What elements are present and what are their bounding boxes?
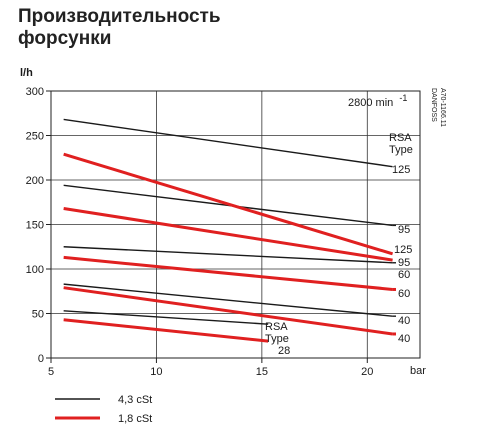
series-line <box>63 318 269 343</box>
chart-title: Производительность форсунки <box>18 6 318 50</box>
series-line <box>63 246 393 264</box>
speed-exponent: -1 <box>399 93 407 103</box>
x-tick-label: 10 <box>150 366 162 378</box>
series-line <box>63 118 393 168</box>
title-line-2: форсунки <box>18 28 112 49</box>
y-tick-label: 250 <box>26 131 44 143</box>
axes: 0 50 100 150 200 250 300 5 10 15 20 <box>26 86 421 378</box>
x-tick-label: 5 <box>48 366 54 378</box>
series-line <box>63 206 393 262</box>
title-line-1: Производительность <box>18 6 221 27</box>
rsa-bottom-word: RSA <box>265 321 288 333</box>
x-tick-label: 15 <box>256 366 268 378</box>
rsa-top-type-word: Type <box>389 144 413 156</box>
x-tick-label: 20 <box>361 366 373 378</box>
plot-frame <box>50 90 421 359</box>
speed-label: 2800 min -1 <box>348 93 407 109</box>
side-code-2: A70-1166.11 <box>439 88 446 127</box>
series-line <box>63 310 269 325</box>
rsa-top-word: RSA <box>389 132 412 144</box>
y-tick-label: 150 <box>26 220 44 232</box>
legend-label-1-8-cst: 1,8 cSt <box>118 413 152 425</box>
line-label: 40 <box>398 315 410 327</box>
legend-label-4-3-cst: 4,3 cSt <box>118 394 152 406</box>
line-label: 125 <box>394 244 412 256</box>
line-label: 95 <box>398 224 410 236</box>
side-code-1: DANFOSS <box>430 88 437 122</box>
y-tick-label: 100 <box>26 264 44 276</box>
x-axis-label: bar <box>410 365 426 377</box>
y-axis-label: l/h <box>20 67 33 79</box>
speed-value: 2800 min <box>348 97 393 109</box>
line-label: 125 <box>392 164 410 176</box>
line-label: 95 <box>398 257 410 269</box>
rsa-bottom-type-word: Type <box>265 333 289 345</box>
series-line <box>63 152 394 256</box>
series-line <box>63 283 393 317</box>
line-label: 60 <box>398 288 410 300</box>
y-tick-label: 0 <box>38 353 44 365</box>
series-line <box>63 255 393 291</box>
series-line <box>63 286 393 336</box>
line-label: 40 <box>398 333 410 345</box>
y-tick-label: 300 <box>26 86 44 98</box>
line-label: 60 <box>398 269 410 281</box>
y-tick-label: 200 <box>26 175 44 187</box>
y-tick-label: 50 <box>32 309 44 321</box>
rsa-bottom-type-value: 28 <box>278 345 290 357</box>
grid <box>51 90 420 358</box>
plot-lines <box>63 118 396 343</box>
